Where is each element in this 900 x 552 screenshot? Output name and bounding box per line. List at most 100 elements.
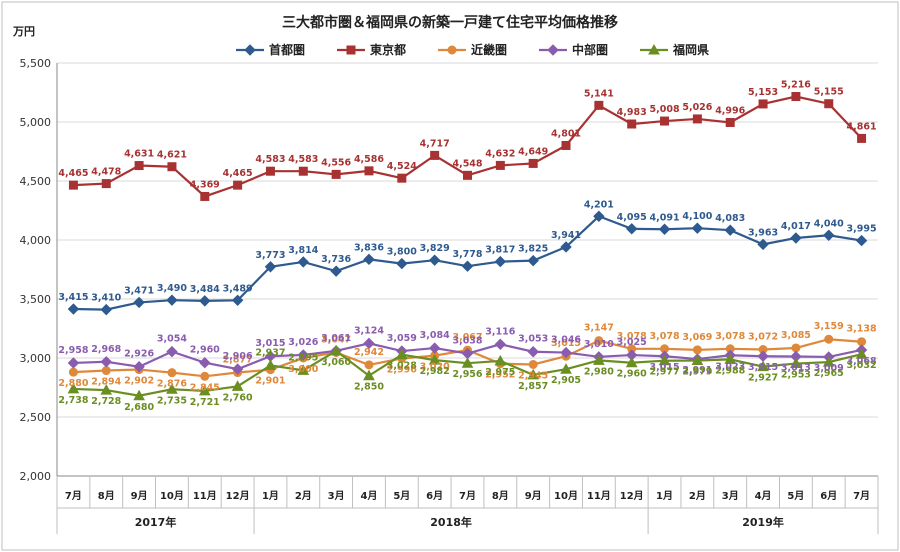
legend-item[interactable]: 福岡県: [640, 42, 709, 57]
data-label: 4,040: [814, 218, 844, 229]
y-tick-label: 5,500: [20, 57, 52, 70]
year-label: 2018年: [430, 515, 472, 529]
data-label: 3,736: [321, 254, 351, 265]
series-group: [67, 92, 868, 401]
legend-label: 近畿圏: [471, 42, 507, 57]
data-label: 4,631: [124, 149, 154, 160]
data-point: [658, 223, 671, 235]
y-tick-label: 4,000: [20, 234, 52, 247]
data-label: 4,017: [781, 221, 811, 232]
data-label: 2,965: [814, 368, 844, 379]
data-label: 5,216: [781, 80, 811, 91]
data-label: 4,996: [715, 105, 745, 116]
data-point: [67, 357, 80, 369]
data-point: [363, 369, 375, 381]
data-label: 4,983: [617, 107, 647, 118]
data-point: [231, 380, 244, 391]
data-label: 4,621: [157, 150, 187, 161]
data-point: [494, 354, 507, 366]
data-label: 3,159: [814, 321, 844, 332]
data-label: 3,124: [354, 325, 384, 336]
data-point: [824, 334, 834, 344]
data-label: 5,026: [682, 102, 712, 113]
data-label: 3,814: [288, 245, 318, 256]
data-label: 3,817: [485, 245, 515, 256]
x-tick-label: 3月: [328, 490, 345, 502]
legend-item[interactable]: 近畿圏: [438, 42, 507, 57]
data-label: 3,829: [420, 243, 450, 254]
data-label: 2,979: [682, 366, 712, 377]
data-label: 4,632: [485, 148, 515, 159]
data-point: [791, 92, 801, 102]
data-label: 4,649: [518, 146, 548, 157]
data-point: [461, 357, 474, 368]
data-label: 3,078: [617, 331, 647, 342]
data-label: 3,025: [617, 337, 647, 348]
data-point: [757, 360, 769, 372]
data-point: [494, 255, 507, 268]
data-label: 5,008: [650, 104, 680, 115]
data-point: [363, 253, 375, 266]
data-label: 3,116: [485, 326, 515, 337]
data-label: 2,927: [748, 373, 778, 384]
data-point: [857, 133, 867, 143]
data-point: [67, 382, 80, 394]
legend[interactable]: 首都圏 東京都 近畿圏 中部圏 福岡県: [236, 42, 709, 57]
data-label: 2,760: [223, 392, 253, 403]
data-point: [199, 357, 211, 369]
data-label: 3,415: [58, 292, 88, 303]
data-point: [166, 383, 178, 394]
data-point: [133, 389, 145, 401]
data-point: [397, 173, 407, 183]
legend-item[interactable]: 東京都: [337, 42, 406, 57]
data-point: [67, 303, 80, 315]
data-label: 4,201: [584, 199, 614, 210]
data-label: 3,023: [715, 361, 745, 372]
data-label: 4,465: [223, 168, 253, 179]
data-label: 3,147: [584, 323, 614, 334]
data-point: [561, 140, 571, 150]
data-point: [364, 166, 374, 176]
data-point: [757, 238, 769, 251]
data-point: [495, 160, 505, 170]
data-point: [823, 229, 835, 241]
x-tick-label: 1月: [656, 490, 673, 502]
data-point: [134, 161, 144, 171]
data-label: 3,000: [288, 364, 318, 375]
data-label: 2,901: [255, 376, 285, 387]
data-label: 3,963: [748, 227, 778, 238]
data-label: 3,020: [420, 362, 450, 373]
data-point: [167, 162, 177, 172]
data-point: [100, 303, 112, 316]
x-tick-label: 2月: [689, 490, 706, 502]
legend-label: 中部圏: [572, 42, 608, 57]
data-label: 2,945: [518, 370, 548, 381]
data-label: 2,876: [157, 379, 187, 390]
data-point: [428, 254, 441, 266]
data-label: 2,960: [617, 369, 647, 380]
data-label: 2,958: [58, 345, 88, 356]
data-label: 5,153: [748, 87, 778, 98]
legend-item[interactable]: 首都圏: [236, 42, 305, 57]
x-tick-label: 4月: [755, 490, 772, 502]
x-tick-label: 7月: [65, 490, 82, 502]
data-point: [297, 256, 310, 268]
x-tick-label: 6月: [426, 490, 443, 502]
data-point: [527, 368, 540, 380]
data-point: [200, 191, 210, 201]
data-label: 2,880: [58, 378, 88, 389]
data-point: [627, 119, 637, 129]
x-tick-label: 4月: [360, 490, 377, 502]
x-tick-labels: 7月 8月 9月 10月 11月 12月 1月 2月 3月 4月 5月 6月 7月 8月 9月 10月 11月 1…: [56, 476, 879, 509]
data-label: 4,095: [617, 212, 647, 223]
x-tick-label: 8月: [98, 490, 115, 502]
data-point: [297, 349, 310, 361]
data-label: 3,032: [847, 360, 877, 371]
data-point: [430, 150, 440, 160]
x-tick-label: 10月: [554, 490, 578, 502]
data-label: 3,061: [321, 333, 351, 344]
data-point: [100, 356, 112, 368]
legend-item[interactable]: 中部圏: [539, 42, 608, 57]
data-point: [265, 166, 275, 176]
